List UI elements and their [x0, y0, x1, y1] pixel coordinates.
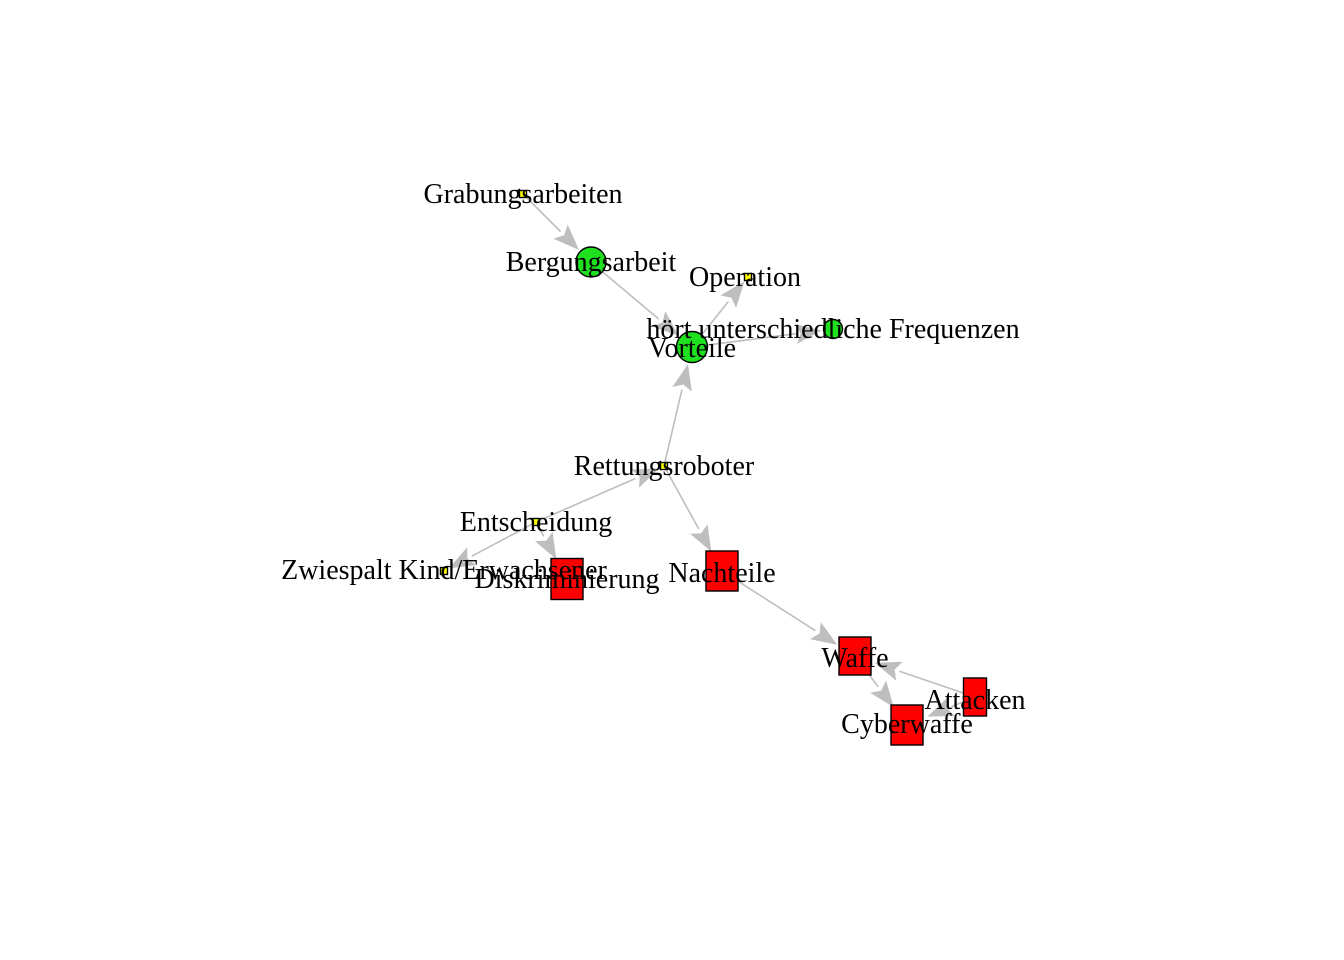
arrow-head: [690, 524, 712, 552]
edge-rettungsroboter-to-nachteile: [664, 467, 712, 552]
edge-line: [697, 332, 796, 348]
node-label-bergungsarbeit: Bergungsarbeit: [506, 247, 677, 278]
node-label-rettungsroboter: Rettungsroboter: [574, 451, 755, 482]
node-label-diskriminierung: Diskriminierung: [474, 564, 659, 595]
node-label-operation: Operation: [689, 262, 801, 293]
edge-vorteile-to-hoert: [697, 323, 822, 348]
edge-entscheidung-to-rettungsroboter: [537, 468, 659, 523]
arrow-head: [672, 364, 692, 392]
edge-line: [594, 264, 660, 320]
edge-rettungsroboter-to-vorteile: [663, 364, 692, 465]
arrow-head: [631, 468, 659, 488]
edge-line: [727, 573, 816, 632]
labels-layer: Grabungsarbeiten Bergungsarbeit Operation h…: [281, 179, 1025, 740]
node-diskriminierung: [550, 557, 584, 601]
arrow-head: [927, 697, 956, 717]
arrow-head: [652, 311, 679, 336]
node-label-hoert: hört unterschiedliche Frequenzen: [646, 314, 1019, 345]
arrow-head: [794, 323, 822, 344]
node-zwiespalt: [439, 566, 449, 576]
node-operation: [743, 272, 753, 282]
arrow-head: [720, 281, 745, 308]
node-nachteile: [705, 550, 739, 592]
edge-entscheidung-to-zwiespalt: [448, 522, 535, 569]
edge-nachteile-to-waffe: [727, 573, 838, 645]
edge-line: [899, 670, 970, 696]
edge-line: [471, 522, 535, 557]
edge-attacken-to-waffe: [874, 661, 970, 696]
node-label-nachteile: Nachteile: [668, 558, 775, 589]
edge-bergungsarbeit-to-vorteile: [594, 264, 679, 336]
arrow-head: [810, 622, 838, 645]
edge-line: [537, 477, 636, 523]
node-label-vorteile: Vorteile: [648, 333, 736, 364]
node-label-cyberwaffe: Cyberwaffe: [841, 709, 973, 740]
node-label-zwiespalt: Zwiespalt Kind/Erwachsener: [281, 555, 607, 586]
edge-line: [663, 389, 683, 465]
arrow-head: [535, 531, 557, 560]
edge-line: [664, 467, 700, 530]
node-label-attacken: Attacken: [924, 685, 1025, 716]
node-label-waffe: Waffe: [821, 643, 888, 674]
edges-layer: [448, 194, 970, 717]
node-grabungsarbeiten: [518, 189, 528, 199]
node-hoert: [822, 318, 844, 340]
node-rettungsroboter: [659, 461, 669, 471]
node-label-entscheidung: Entscheidung: [460, 507, 612, 538]
edge-line: [523, 194, 562, 233]
arrow-head: [870, 680, 894, 708]
node-vorteile: [675, 330, 709, 364]
node-cyberwaffe: [890, 704, 924, 746]
arrow-head: [874, 661, 903, 681]
edge-grabungsarbeiten-to-bergungsarbeit: [523, 194, 579, 250]
nodes-layer: [439, 189, 988, 746]
node-label-grabungsarbeiten: Grabungsarbeiten: [423, 179, 622, 210]
node-entscheidung: [531, 517, 541, 527]
arrow-head: [553, 224, 579, 250]
node-attacken: [962, 677, 988, 717]
arrow-head: [448, 547, 477, 569]
node-bergungsarbeit: [575, 246, 607, 278]
node-waffe: [838, 636, 872, 676]
